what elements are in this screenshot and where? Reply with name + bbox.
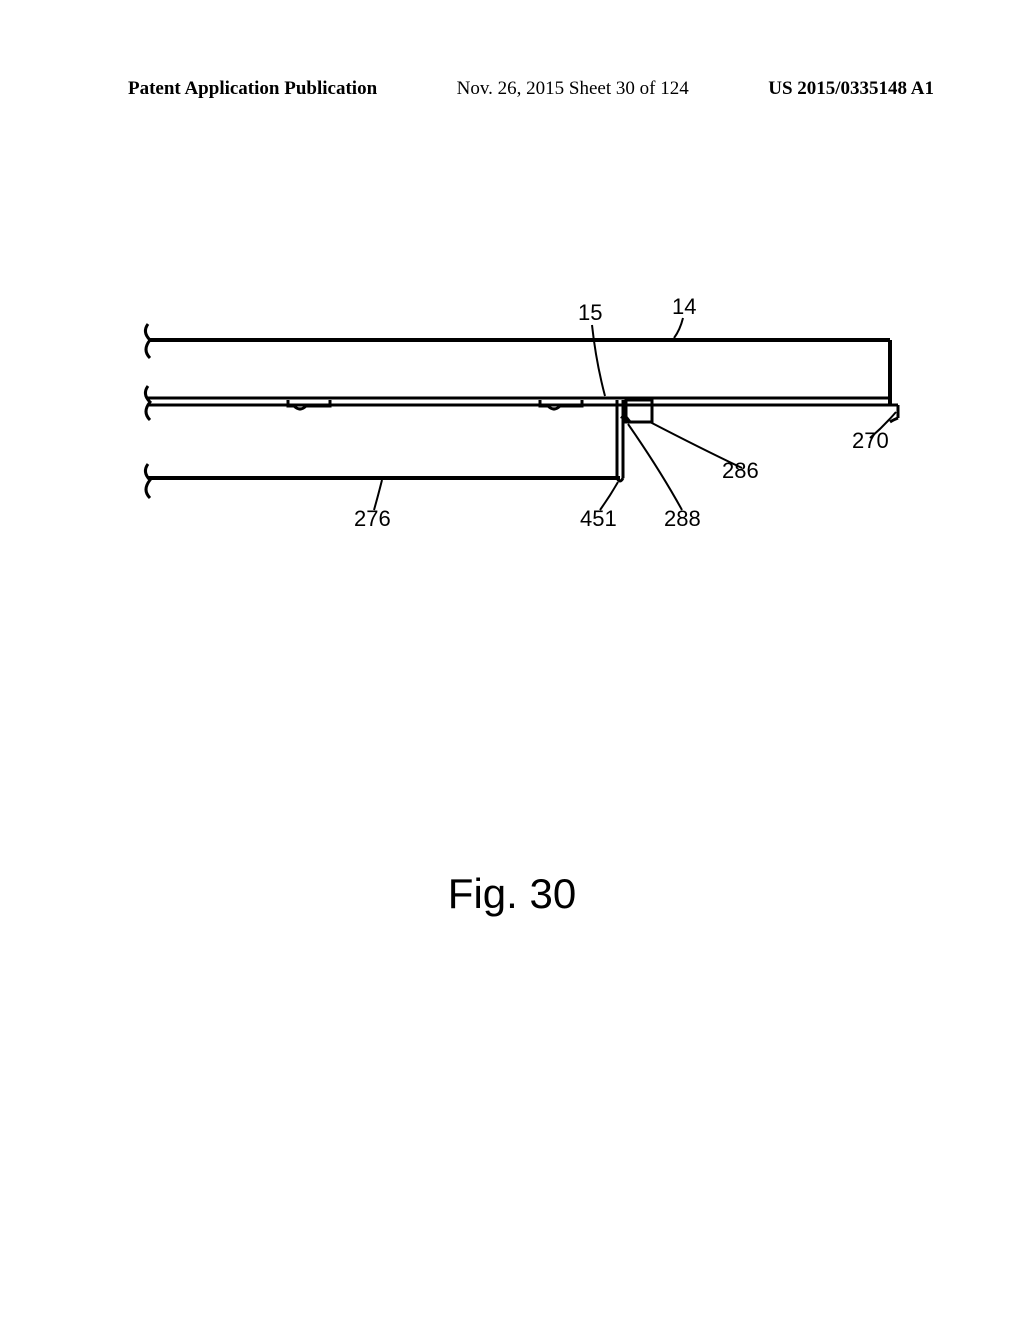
ref-label-15: 15	[578, 300, 602, 326]
header-right: US 2015/0335148 A1	[768, 78, 934, 100]
figure-30-diagram: 15 14 270 286 288 451 276	[120, 300, 920, 560]
ref-label-451: 451	[580, 506, 617, 532]
ref-label-270: 270	[852, 428, 889, 454]
ref-label-276: 276	[354, 506, 391, 532]
figure-caption: Fig. 30	[0, 870, 1024, 918]
ref-label-286: 286	[722, 458, 759, 484]
ref-label-14: 14	[672, 294, 696, 320]
figure-svg	[120, 300, 920, 560]
header-left: Patent Application Publication	[128, 78, 377, 100]
page: Patent Application Publication Nov. 26, …	[0, 0, 1024, 1320]
page-header: Patent Application Publication Nov. 26, …	[128, 78, 934, 100]
ref-label-288: 288	[664, 506, 701, 532]
header-center: Nov. 26, 2015 Sheet 30 of 124	[457, 78, 689, 100]
